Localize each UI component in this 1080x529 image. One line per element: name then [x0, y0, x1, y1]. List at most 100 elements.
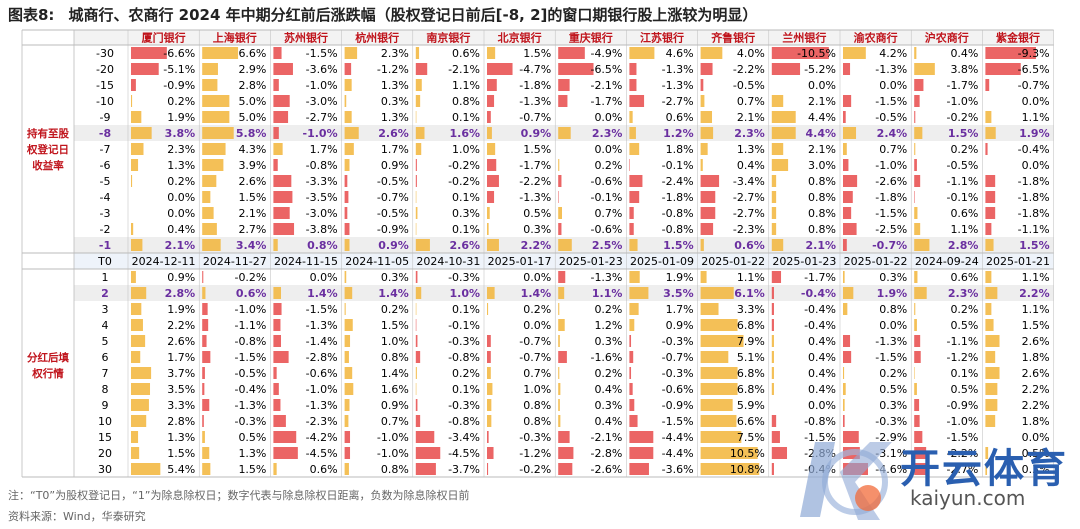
pos-bar	[344, 271, 347, 283]
cell-value: -1.6%	[590, 351, 622, 364]
neg-bar	[202, 367, 205, 379]
t0-date: 2025-01-17	[488, 255, 552, 268]
cell-value: 1.5%	[523, 47, 551, 60]
cell-value: -1.0%	[303, 127, 338, 140]
cell-value: 1.5%	[663, 239, 694, 252]
cell-value: -1.7%	[590, 95, 622, 108]
cell-value: -1.0%	[306, 383, 338, 396]
title-text: 城商行、农商行 2024 年中期分红前后涨跌幅（股权登记日前后[-8, 2]的窗…	[68, 6, 758, 24]
row-key: -7	[100, 143, 111, 156]
pos-bar	[843, 287, 854, 299]
pos-bar	[771, 351, 774, 363]
pos-bar	[415, 223, 417, 235]
pos-bar	[558, 319, 565, 331]
neg-bar	[771, 303, 774, 315]
cell-value: -0.3%	[234, 415, 266, 428]
cell-value: -4.5%	[448, 447, 480, 460]
neg-bar	[558, 463, 573, 475]
cell-value: 0.4%	[808, 367, 836, 380]
cell-value: 0.2%	[167, 175, 195, 188]
neg-bar	[487, 111, 491, 123]
cell-value: -0.6%	[590, 175, 622, 188]
cell-value: 2.6%	[378, 127, 409, 140]
neg-bar	[629, 207, 634, 219]
neg-bar	[843, 223, 857, 235]
cell-value: 5.9%	[737, 399, 765, 412]
section2-label: 分红后填	[27, 351, 69, 364]
pos-bar	[344, 351, 349, 363]
cell-value: 0.6%	[666, 111, 694, 124]
cell-value: -2.8%	[306, 351, 338, 364]
section1-label: 持有至股	[27, 127, 69, 140]
pos-bar	[771, 111, 796, 123]
cell-value: 1.8%	[666, 143, 694, 156]
cell-value: 10.8%	[730, 463, 765, 476]
cell-value: 1.5%	[381, 319, 409, 332]
cell-value: -0.3%	[875, 415, 907, 428]
cell-value: 0.2%	[452, 367, 480, 380]
neg-bar	[273, 207, 290, 219]
cell-value: 1.3%	[381, 111, 409, 124]
pos-bar	[914, 47, 917, 59]
pos-bar	[700, 415, 737, 427]
pos-bar	[700, 47, 723, 59]
pos-bar	[344, 127, 359, 139]
neg-bar	[558, 431, 570, 443]
row-key: -6	[100, 159, 111, 172]
pos-bar	[131, 175, 133, 187]
cell-value: 1.1%	[1022, 271, 1050, 284]
cell-value: -1.0%	[377, 431, 409, 444]
pos-bar	[131, 111, 142, 123]
pos-bar	[629, 143, 640, 155]
pos-bar	[344, 287, 353, 299]
pos-bar	[629, 127, 636, 139]
watermark-en: kaiyun.com	[910, 486, 1026, 510]
cell-value: 1.6%	[449, 127, 480, 140]
neg-bar	[487, 79, 497, 91]
pos-bar	[914, 271, 918, 283]
neg-bar	[771, 287, 774, 299]
cell-value: 0.3%	[879, 399, 907, 412]
pos-bar	[202, 239, 221, 251]
cell-value: 5.1%	[737, 351, 765, 364]
cell-value: 2.2%	[521, 239, 552, 252]
cell-value: 1.0%	[523, 383, 551, 396]
cell-value: -0.3%	[662, 367, 694, 380]
pos-bar	[985, 271, 992, 283]
neg-bar	[415, 399, 418, 411]
cell-value: 0.2%	[950, 143, 978, 156]
cell-value: 0.9%	[167, 271, 195, 284]
cell-value: 0.1%	[452, 303, 480, 316]
neg-bar	[914, 111, 916, 123]
pos-bar	[415, 367, 417, 379]
cell-value: -2.7%	[946, 463, 978, 476]
neg-bar	[558, 223, 562, 235]
cell-value: 3.3%	[737, 303, 765, 316]
pos-bar	[843, 143, 847, 155]
cell-value: 1.3%	[381, 79, 409, 92]
cell-value: 0.2%	[523, 303, 551, 316]
neg-bar	[914, 415, 920, 427]
cell-value: 0.0%	[523, 271, 551, 284]
cell-value: 3.5%	[663, 287, 694, 300]
pos-bar	[985, 303, 992, 315]
cell-value: -0.7%	[519, 111, 551, 124]
pos-bar	[202, 191, 211, 203]
pos-bar	[914, 287, 927, 299]
row-key: 5	[102, 335, 109, 348]
cell-value: 1.4%	[381, 367, 409, 380]
cell-value: -0.5%	[377, 207, 409, 220]
cell-value: 1.7%	[167, 351, 195, 364]
row-key: 30	[98, 463, 112, 476]
pos-bar	[771, 175, 777, 187]
cell-value: 1.3%	[737, 143, 765, 156]
neg-bar	[771, 463, 774, 475]
neg-bar	[273, 159, 278, 171]
pos-bar	[344, 111, 352, 123]
cell-value: 0.2%	[594, 159, 622, 172]
cell-value: -0.9%	[163, 79, 195, 92]
cell-value: 0.8%	[452, 95, 480, 108]
cell-value: 0.2%	[594, 303, 622, 316]
cell-value: -1.3%	[306, 319, 338, 332]
pos-bar	[985, 335, 1000, 347]
